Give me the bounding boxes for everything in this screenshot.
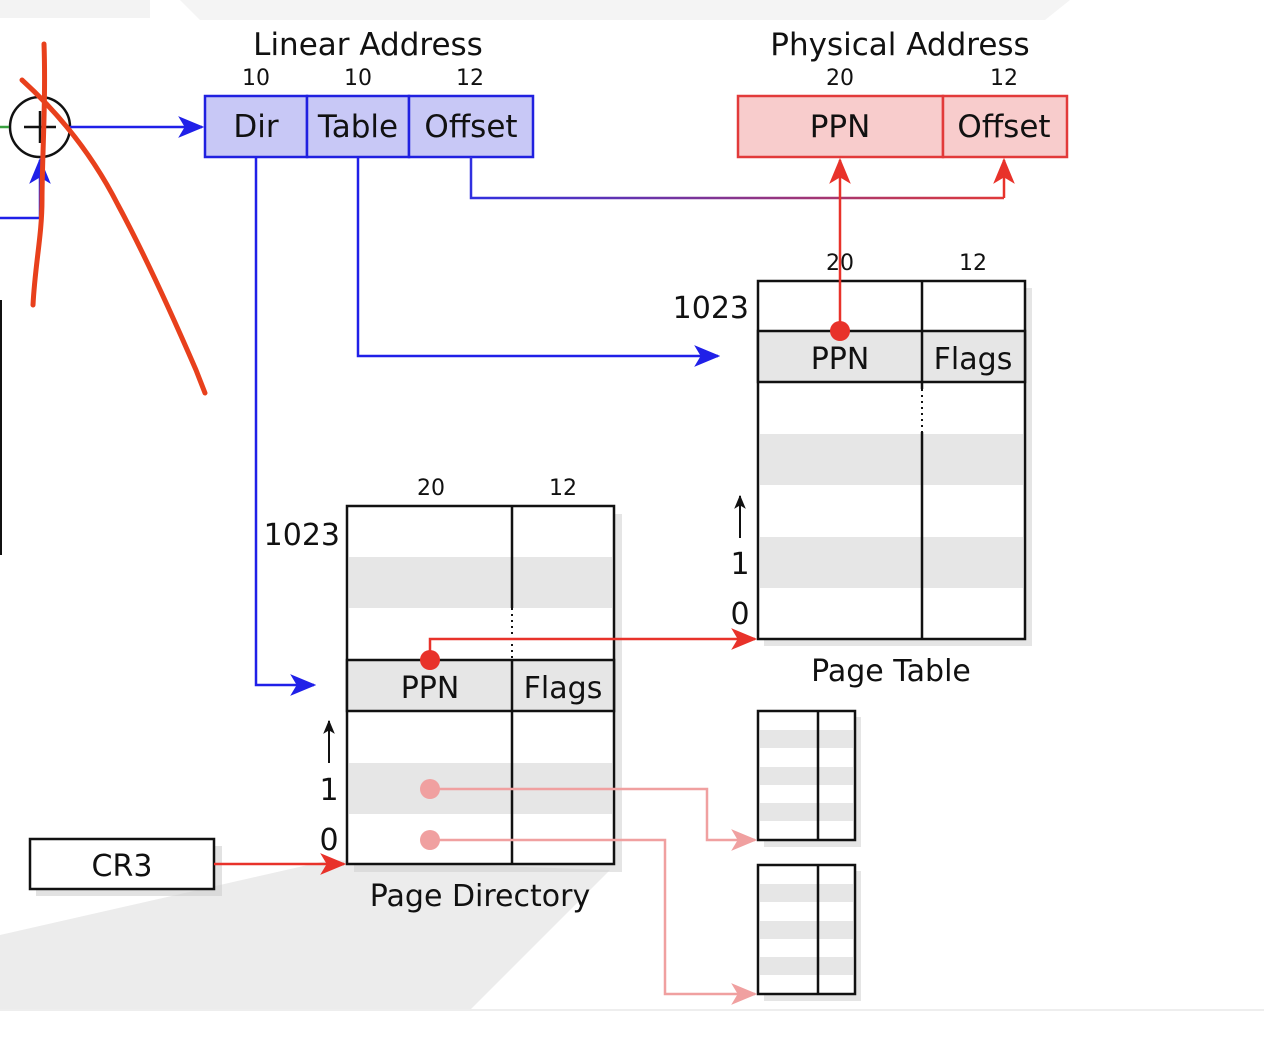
page-table: 20 12 PPN Flags 1023 1 0 Page Table xyxy=(673,251,1032,689)
small-page-table-1 xyxy=(756,709,861,847)
adder-blue-input xyxy=(0,157,51,220)
cr3-register: CR3 xyxy=(28,837,222,896)
page-table-index-1: 1 xyxy=(730,547,749,582)
page-table-index-1023: 1023 xyxy=(673,291,749,326)
page-table-ppn-dot xyxy=(830,321,850,341)
page-table-caption: Page Table xyxy=(811,654,971,689)
directory-entry-1-arrow xyxy=(430,787,758,851)
linear-address: Linear Address 10 10 12 Dir Table Offset xyxy=(203,27,535,159)
page-table-entry-row xyxy=(756,329,1027,384)
page-directory-flags-label: Flags xyxy=(524,671,603,706)
page-directory-caption: Page Directory xyxy=(370,879,590,914)
linear-table-bits: 10 xyxy=(344,66,372,91)
adder-symbol xyxy=(8,95,72,159)
page-table-flags-label: Flags xyxy=(934,342,1013,377)
linear-address-title: Linear Address xyxy=(253,27,483,63)
page-directory: 20 12 PPN Flags 1023 1 0 Page Directory xyxy=(264,476,622,914)
directory-ppn-dot xyxy=(420,650,440,670)
linear-dir-bits: 10 xyxy=(242,66,270,91)
page-table-index-0: 0 xyxy=(730,597,749,632)
page-table-ppn-label: PPN xyxy=(811,342,870,377)
page-directory-entry-row xyxy=(345,658,616,713)
page-directory-ppn-bits: 20 xyxy=(417,476,445,501)
cr3-label: CR3 xyxy=(92,849,153,884)
handwritten-annotation xyxy=(19,41,208,396)
physical-address: Physical Address 20 12 PPN Offset xyxy=(736,27,1069,159)
table-to-page-table-arrow xyxy=(356,157,721,367)
linear-dir-field xyxy=(203,94,309,159)
dir-to-directory-arrow xyxy=(254,157,317,696)
physical-ppn-bits: 20 xyxy=(826,66,854,91)
page-directory-index-0: 0 xyxy=(319,823,338,858)
background-shading xyxy=(0,0,1264,1011)
page-directory-index-1: 1 xyxy=(319,773,338,808)
physical-offset-field xyxy=(941,94,1069,159)
directory-entry-1-dot xyxy=(420,779,440,799)
physical-ppn-label: PPN xyxy=(810,109,871,145)
page-directory-flags-bits: 12 xyxy=(549,476,577,501)
small-page-table-2 xyxy=(756,863,861,1001)
page-table-flags-bits: 12 xyxy=(959,251,987,276)
page-directory-index-1023: 1023 xyxy=(264,518,340,553)
offset-to-physical-offset-line xyxy=(469,157,1004,200)
page-directory-ppn-label: PPN xyxy=(401,671,460,706)
physical-offset-label: Offset xyxy=(957,109,1050,145)
physical-address-title: Physical Address xyxy=(770,27,1029,63)
linear-offset-label: Offset xyxy=(424,109,517,145)
directory-entry-0-dot xyxy=(420,830,440,850)
physical-offset-bits: 12 xyxy=(990,66,1018,91)
linear-table-label: Table xyxy=(317,109,398,145)
linear-dir-label: Dir xyxy=(233,109,278,145)
directory-entry-0-arrow xyxy=(430,838,758,1005)
linear-offset-bits: 12 xyxy=(456,66,484,91)
linear-offset-field xyxy=(407,94,535,159)
